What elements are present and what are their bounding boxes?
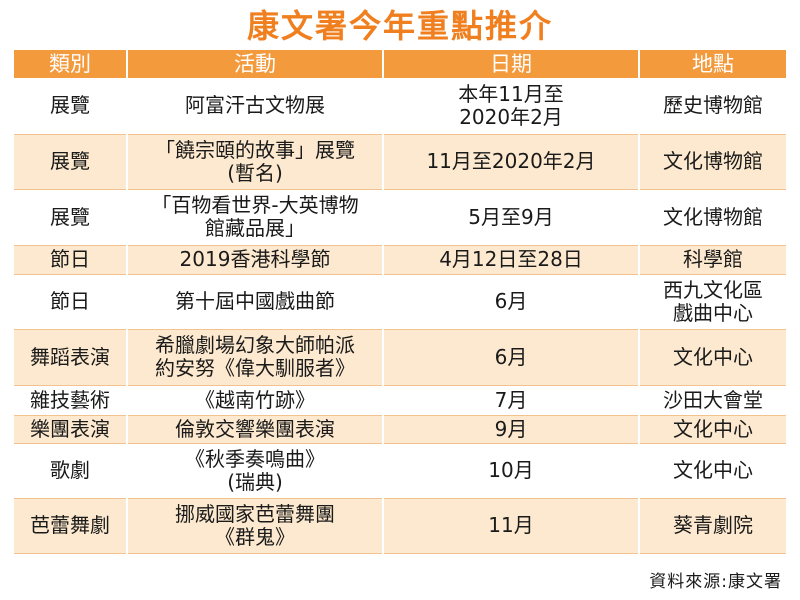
header-activity: 活動 (127, 50, 384, 78)
cell-category: 歌劇 (14, 443, 128, 499)
table-row: 展覽 「饒宗頤的故事」展覽 (暫名) 11月至2020年2月 文化博物館 (14, 134, 786, 190)
cell-category: 展覽 (14, 134, 128, 190)
cell-venue: 歷史博物館 (639, 78, 786, 135)
cell-venue: 文化中心 (639, 443, 786, 499)
cell-date: 10月 (383, 443, 640, 499)
cell-category: 節日 (14, 245, 128, 275)
cell-date: 6月 (383, 274, 640, 330)
cell-activity: 阿富汗古文物展 (127, 78, 384, 135)
table-row: 芭蕾舞劇 挪威國家芭蕾舞團 《群鬼》 11月 葵青劇院 (14, 498, 786, 554)
table-row: 節日 第十屆中國戲曲節 6月 西九文化區 戲曲中心 (14, 274, 786, 330)
cell-date: 9月 (383, 415, 640, 444)
cell-activity: 「饒宗頤的故事」展覽 (暫名) (127, 134, 384, 190)
cell-activity: 《秋季奏鳴曲》 (瑞典) (127, 443, 384, 499)
table-row: 展覽 阿富汗古文物展 本年11月至 2020年2月 歷史博物館 (14, 78, 786, 135)
cell-date: 本年11月至 2020年2月 (383, 78, 640, 135)
cell-date: 4月12日至28日 (383, 245, 640, 275)
events-table: 類別 活動 日期 地點 展覽 阿富汗古文物展 本年11月至 2020年2月 歷史… (14, 50, 786, 554)
cell-category: 舞蹈表演 (14, 329, 128, 386)
cell-activity: 倫敦交響樂團表演 (127, 415, 384, 444)
header-date: 日期 (383, 50, 640, 78)
table-body: 展覽 阿富汗古文物展 本年11月至 2020年2月 歷史博物館 展覽 「饒宗頤的… (14, 78, 786, 554)
cell-activity: 「百物看世界-大英博物 館藏品展」 (127, 189, 384, 246)
cell-date: 7月 (383, 385, 640, 416)
cell-activity: 2019香港科學節 (127, 245, 384, 275)
header-category: 類別 (14, 50, 128, 78)
table-row: 雜技藝術 《越南竹跡》 7月 沙田大會堂 (14, 385, 786, 416)
table-header-row: 類別 活動 日期 地點 (14, 50, 786, 78)
page-title: 康文署今年重點推介 (246, 7, 553, 45)
cell-venue: 葵青劇院 (639, 498, 786, 554)
cell-category: 樂團表演 (14, 415, 128, 444)
cell-venue: 文化中心 (639, 329, 786, 386)
cell-category: 雜技藝術 (14, 385, 128, 416)
header-venue: 地點 (639, 50, 786, 78)
source-note: 資料來源:康文署 (649, 572, 782, 592)
cell-activity: 第十屆中國戲曲節 (127, 274, 384, 330)
cell-date: 11月至2020年2月 (383, 134, 640, 190)
table-row: 展覽 「百物看世界-大英博物 館藏品展」 5月至9月 文化博物館 (14, 189, 786, 246)
cell-date: 6月 (383, 329, 640, 386)
table-row: 節日 2019香港科學節 4月12日至28日 科學館 (14, 245, 786, 275)
cell-venue: 文化博物館 (639, 189, 786, 246)
table-row: 歌劇 《秋季奏鳴曲》 (瑞典) 10月 文化中心 (14, 443, 786, 499)
cell-activity: 希臘劇場幻象大師帕派 約安努《偉大馴服者》 (127, 329, 384, 386)
cell-date: 11月 (383, 498, 640, 554)
cell-venue: 科學館 (639, 245, 786, 275)
cell-activity: 《越南竹跡》 (127, 385, 384, 416)
cell-category: 節日 (14, 274, 128, 330)
cell-date: 5月至9月 (383, 189, 640, 246)
cell-venue: 沙田大會堂 (639, 385, 786, 416)
cell-venue: 文化中心 (639, 415, 786, 444)
cell-venue: 文化博物館 (639, 134, 786, 190)
cell-category: 芭蕾舞劇 (14, 498, 128, 554)
cell-category: 展覽 (14, 189, 128, 246)
cell-activity: 挪威國家芭蕾舞團 《群鬼》 (127, 498, 384, 554)
table-row: 舞蹈表演 希臘劇場幻象大師帕派 約安努《偉大馴服者》 6月 文化中心 (14, 329, 786, 386)
cell-category: 展覽 (14, 78, 128, 135)
cell-venue: 西九文化區 戲曲中心 (639, 274, 786, 330)
table-row: 樂團表演 倫敦交響樂團表演 9月 文化中心 (14, 415, 786, 444)
